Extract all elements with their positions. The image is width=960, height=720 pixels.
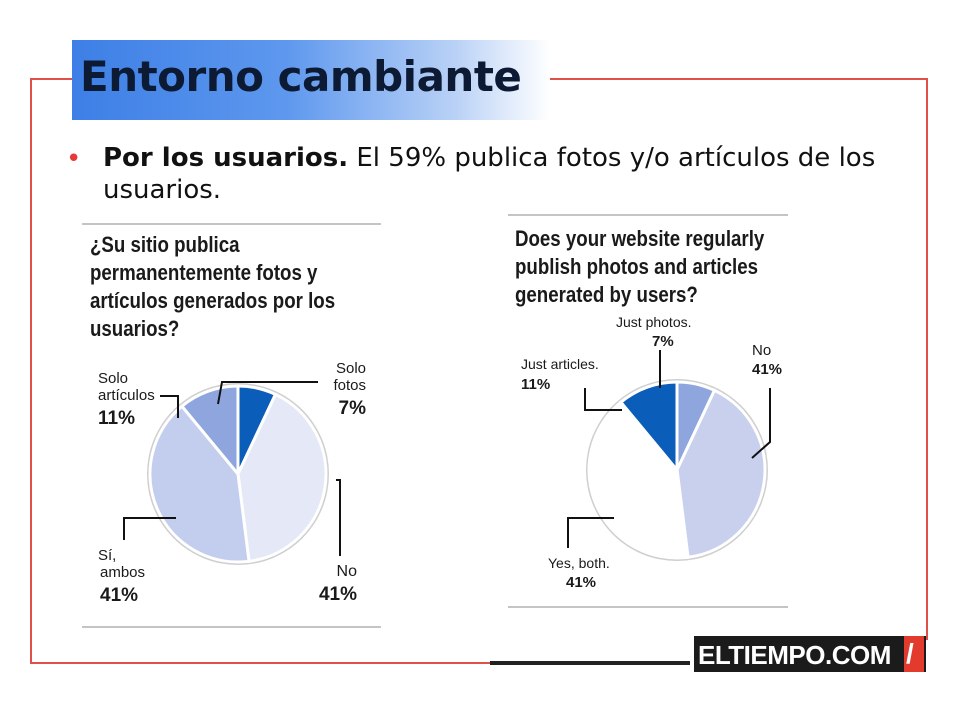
left-label-si-ambos-line-1: Sí, xyxy=(98,547,116,564)
left-label-no-pct: 41% xyxy=(319,584,357,605)
right-slice-yes-both xyxy=(587,400,690,560)
right-label-yes-both-pct: 41% xyxy=(566,574,596,591)
frame-bottom-dark-line xyxy=(490,661,690,665)
slide-title: Entorno cambiante xyxy=(80,52,522,101)
title-background xyxy=(72,40,550,120)
left-chart-title-line-2: permanentemente fotos y xyxy=(90,262,318,286)
eltiempo-logo-slash-box xyxy=(904,636,924,672)
left-label-solo-articulos-pct: 11% xyxy=(98,408,135,429)
right-slice-just-articles xyxy=(618,380,679,475)
right-label-just-articles-pct: 11% xyxy=(521,376,550,393)
right-slice-no xyxy=(675,388,767,559)
left-slice-no xyxy=(236,392,328,563)
right-chart-title-line-1: Does your website regularly xyxy=(515,228,765,252)
bullet-body-text: El 59% publica fotos y/o artículos de lo… xyxy=(103,143,876,205)
bullet-text: Por los usuarios. El 59% publica fotos y… xyxy=(103,142,883,206)
left-label-solo-fotos-pct: 7% xyxy=(339,398,367,419)
left-leader-si-ambos xyxy=(123,517,176,540)
eltiempo-logo-text: ELTIEMPO.COM xyxy=(698,640,891,670)
left-label-solo-fotos-line-1: Solo xyxy=(336,360,366,377)
right-label-just-articles: Just articles. xyxy=(521,356,599,372)
right-label-just-photos: Just photos. xyxy=(616,314,692,330)
left-label-solo-articulos-line-1: Solo xyxy=(98,370,128,387)
frame-left-line xyxy=(30,78,32,664)
frame-top-left-line xyxy=(30,78,74,80)
right-leader-yes-both xyxy=(567,517,614,548)
left-slice-sí-ambos xyxy=(148,404,251,564)
left-leader-solo-fotos xyxy=(217,381,318,405)
left-pie xyxy=(147,383,329,565)
right-chart-title-line-3: generated by users? xyxy=(515,284,698,308)
left-slice-solo-artículos xyxy=(179,384,240,479)
bullet-bold-text: Por los usuarios. xyxy=(103,143,349,173)
left-label-solo-fotos-line-2: fotos xyxy=(333,377,366,394)
right-pie xyxy=(586,379,768,561)
frame-bottom-line xyxy=(30,662,490,664)
right-label-yes-both: Yes, both. xyxy=(548,555,610,571)
left-chart-title-line-4: usuarios? xyxy=(90,318,179,342)
left-chart-title-line-1: ¿Su sitio publica xyxy=(90,234,240,258)
left-leader-solo-articulos xyxy=(160,395,179,418)
left-label-si-ambos-pct: 41% xyxy=(100,585,138,606)
right-chart-title-line-2: publish photos and articles xyxy=(515,256,758,280)
left-chart-title-line-3: artículos generados por los xyxy=(90,290,335,314)
left-label-si-ambos-line-2: ambos xyxy=(100,564,145,581)
frame-top-right-line xyxy=(550,78,928,80)
right-leader-just-articles xyxy=(584,388,622,411)
eltiempo-logo-slash: / xyxy=(906,638,914,669)
left-label-solo-articulos-line-2: artículos xyxy=(98,387,155,404)
left-label-no: No xyxy=(337,563,358,580)
right-label-no: No xyxy=(752,342,771,359)
left-leader-no xyxy=(336,479,341,556)
eltiempo-logo xyxy=(694,636,926,672)
right-label-just-photos-pct: 7% xyxy=(652,333,674,350)
right-leader-no xyxy=(751,388,771,459)
right-label-no-pct: 41% xyxy=(752,361,782,378)
bullet-dot: • xyxy=(66,144,82,174)
frame-right-line xyxy=(926,78,928,640)
